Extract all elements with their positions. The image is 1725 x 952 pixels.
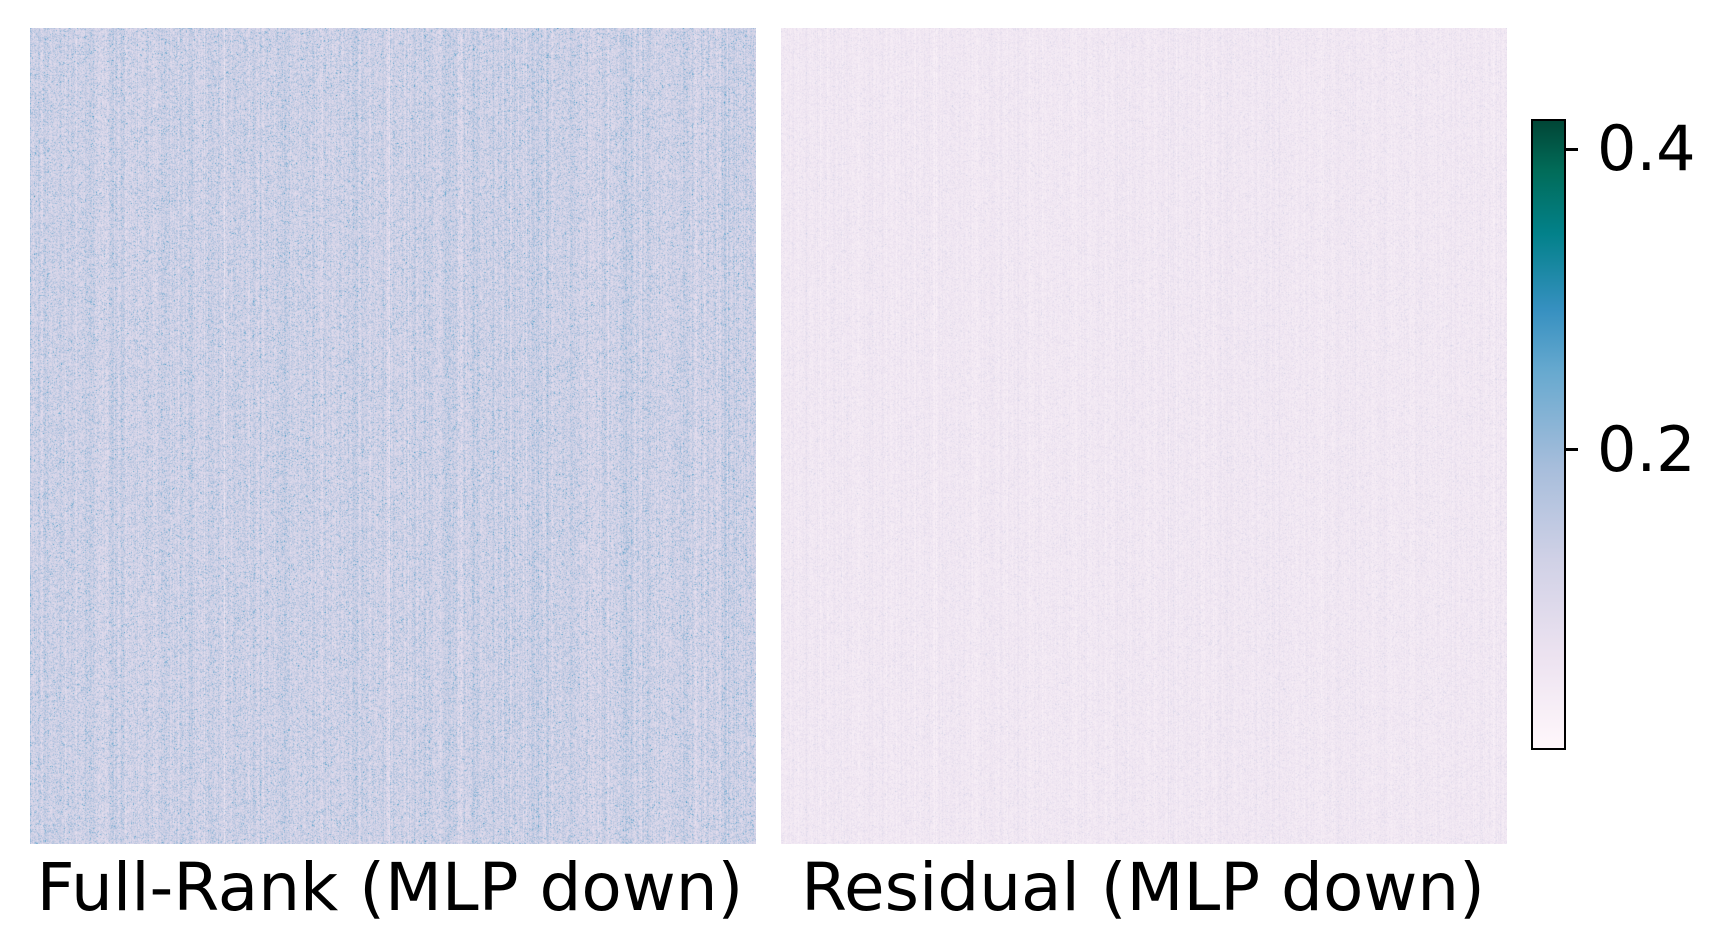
heatmap-residual bbox=[781, 28, 1507, 844]
heatmap-full-rank-title: Full-Rank (MLP down) bbox=[36, 849, 744, 926]
colorbar-tick-label: 0.4 bbox=[1597, 112, 1696, 186]
heatmap-residual-title: Residual (MLP down) bbox=[801, 849, 1485, 926]
colorbar-tick bbox=[1566, 147, 1578, 151]
heatmap-residual-canvas bbox=[781, 28, 1507, 844]
heatmap-full-rank-canvas bbox=[30, 28, 756, 844]
heatmap-full-rank bbox=[30, 28, 756, 844]
colorbar bbox=[1531, 119, 1566, 750]
colorbar-tick bbox=[1566, 448, 1578, 452]
colorbar-tick-label: 0.2 bbox=[1597, 412, 1696, 486]
